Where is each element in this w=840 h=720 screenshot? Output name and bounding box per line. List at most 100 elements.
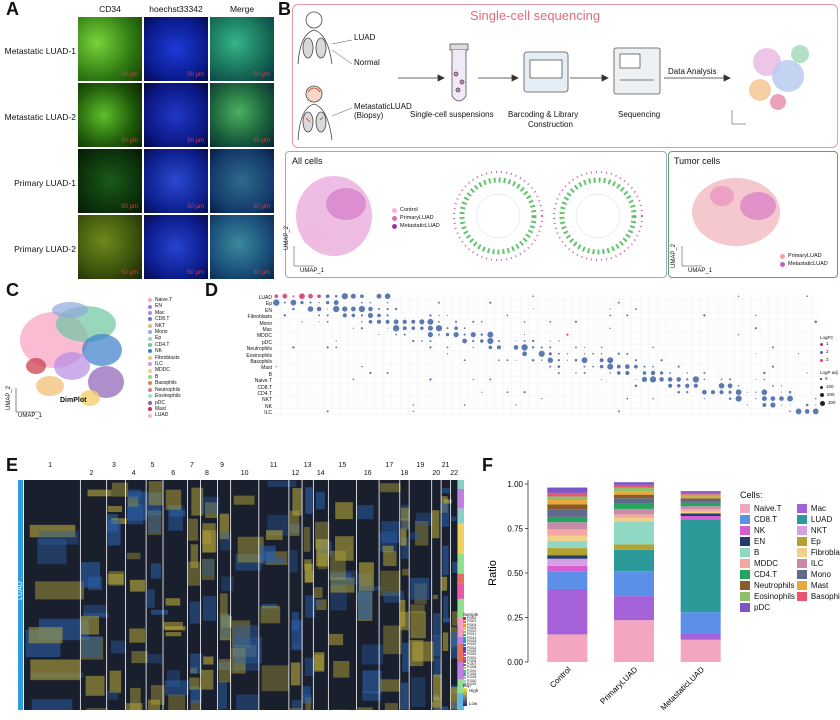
- dotplot-dot: [746, 391, 748, 393]
- dotplot-dot: [667, 377, 673, 382]
- dotplot-dot: [376, 293, 382, 299]
- bar-segment-eosinophils: [680, 494, 721, 497]
- bar-segment-ilc: [547, 522, 588, 530]
- dotplot-dot: [420, 326, 424, 330]
- dotplot-dot: [327, 308, 329, 310]
- bar-legend-item: Fibroblasts: [796, 547, 840, 558]
- bar-segment-en: [680, 513, 721, 517]
- dotplot-dot: [762, 403, 767, 407]
- bar-segment-mddc: [680, 508, 721, 512]
- dotplot-dot: [728, 397, 732, 400]
- dotplot-dot: [506, 359, 509, 362]
- dimplot-legend-item: Naive.T: [148, 297, 181, 303]
- dotplot-dot: [438, 333, 440, 336]
- y-tick-label: 0.75: [507, 525, 523, 534]
- bar-segment-luad: [614, 549, 654, 572]
- dotplot-dot: [540, 359, 543, 361]
- bar-segment-mac: [547, 589, 588, 635]
- bar-segment-mddc: [614, 514, 654, 518]
- bar-segment-cd4-t: [547, 516, 588, 523]
- dotplot-dot: [532, 308, 534, 310]
- dotplot-dot: [376, 319, 382, 324]
- dotplot-dot: [806, 295, 808, 297]
- x-axis-label: BarGroup: [604, 715, 652, 716]
- dotplot-row-label: pDC: [261, 339, 272, 346]
- dotplot-dot: [326, 314, 329, 317]
- dotplot-dot: [317, 294, 321, 299]
- dotplot-dot: [583, 353, 586, 355]
- dotplot-dot: [386, 307, 389, 311]
- dotplot-dot: [581, 357, 588, 364]
- dotplot-dot: [693, 383, 698, 388]
- dotplot-dot: [350, 306, 356, 312]
- dimplot-legend-item: CD8.T: [148, 316, 181, 322]
- y-tick-label: 0.50: [507, 569, 523, 578]
- heatmap-cluster-label: 17: [385, 462, 394, 469]
- heatmap-cluster-block: [431, 510, 442, 710]
- radial-plot-1: [453, 171, 543, 261]
- dotplot-dot: [659, 377, 664, 382]
- heatmap-cluster-label: 15: [338, 462, 347, 469]
- heatmap-cluster-block: [126, 489, 148, 710]
- panel-e-label: E: [6, 455, 19, 475]
- dotplot-dot: [735, 395, 742, 402]
- dotplot-dot: [274, 294, 279, 298]
- bar-segment-ep: [547, 548, 588, 556]
- dotplot-dot: [549, 320, 552, 323]
- dotplot-dot: [566, 359, 568, 361]
- exp-legend: Exp High Low: [463, 683, 479, 706]
- bar-legend-item: MDDC: [740, 558, 795, 569]
- image-met2-cd34: 50 μm: [78, 83, 142, 147]
- dotplot-dot: [686, 378, 689, 381]
- dotplot-dot: [386, 301, 389, 304]
- dotplot-dot: [488, 345, 493, 350]
- dotplot-dot: [394, 307, 398, 311]
- bar-legend-item: Mast: [796, 580, 840, 591]
- dotplot-dot: [806, 372, 808, 374]
- dotplot-dot: [463, 327, 466, 330]
- dotplot-dot: [718, 382, 725, 389]
- x-tick-label: Control: [548, 665, 573, 690]
- bar-legend-item: LUAD: [796, 514, 840, 525]
- dotplot-dot: [350, 293, 356, 299]
- dotplot-dot: [472, 378, 474, 381]
- dotplot-dot: [384, 293, 391, 300]
- dotplot-dot: [780, 385, 783, 387]
- all-cells-title: All cells: [292, 156, 323, 166]
- dotplot-dot: [480, 333, 484, 336]
- dotplot-dot: [523, 320, 526, 323]
- dotplot-dot: [575, 372, 577, 374]
- y-tick-label: 0.00: [507, 658, 523, 667]
- dotplot-dot: [669, 372, 672, 374]
- sample-annotation-bar: [458, 480, 464, 710]
- heatmap-cluster-block: [200, 496, 220, 690]
- sample-legend-item: P0005: [463, 626, 478, 630]
- sample-legend-item: P0018: [463, 639, 478, 644]
- tumor-umap2-label: UMAP_2: [671, 243, 677, 268]
- dotplot-dot: [387, 327, 389, 329]
- bar-segment-eosinophils: [547, 496, 588, 501]
- dotplot-dot: [805, 403, 809, 407]
- dotplot-dot: [686, 391, 689, 394]
- dotplot-dot: [755, 397, 757, 400]
- heatmap-cluster-block: [187, 487, 204, 710]
- y-tick-label: 1.00: [507, 480, 523, 489]
- barcoding-icon: [523, 51, 569, 93]
- dotplot-dot: [617, 410, 620, 413]
- heatmap-cluster-block: [409, 512, 434, 707]
- dotplot-dot: [352, 378, 355, 381]
- heatmap-cluster-label: 20: [432, 470, 441, 477]
- dotplot-dot: [393, 319, 399, 325]
- bar-segment-en: [547, 555, 588, 559]
- bar-segment-pdc: [547, 487, 588, 493]
- dotplot-dot: [292, 295, 295, 298]
- dotplot-row-label: MDDC: [257, 333, 272, 340]
- bar-segment-neutrophils: [547, 504, 588, 510]
- dotplot-dot: [649, 376, 657, 383]
- dotplot-dot: [454, 320, 458, 323]
- dotplot-dot: [300, 300, 304, 305]
- dotplot-dot: [557, 352, 560, 355]
- col-head-merge: Merge: [229, 4, 255, 14]
- all-cells-plots: [293, 171, 643, 267]
- tumor-cells-box: [668, 151, 838, 278]
